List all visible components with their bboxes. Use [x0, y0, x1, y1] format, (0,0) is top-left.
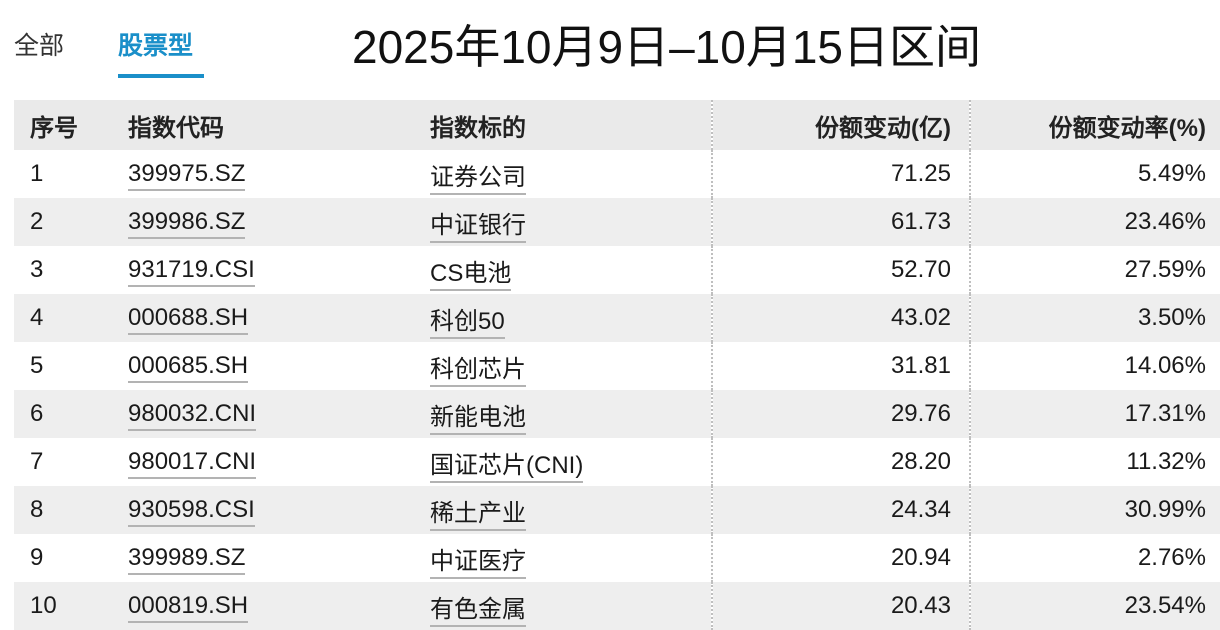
cell-share-change-rate: 2.76%	[1137, 544, 1206, 571]
header-share-change-rate[interactable]: 份额变动率(%)	[1048, 114, 1206, 142]
page-title: 2025年10月9日–10月15日区间	[352, 21, 981, 73]
cell-share-change: 71.25	[712, 150, 971, 198]
cell-index-target: 中证医疗	[414, 534, 713, 582]
cell-index-target-link[interactable]: 国证芯片(CNI)	[430, 451, 584, 483]
cell-index-target-link[interactable]: 稀土产业	[430, 499, 526, 531]
cell-index-code-link[interactable]: 000819.SH	[128, 592, 249, 623]
cell-index-code: 931719.CSI	[112, 246, 414, 294]
cell-index-target: 科创50	[414, 294, 713, 342]
cell-index-target-link[interactable]: 有色金属	[430, 595, 526, 627]
table-body: 1 399975.SZ 证券公司 71.25 5.49% 2 399986.SZ 中证银行 61…	[14, 150, 1220, 630]
cell-index-target: 科创芯片	[414, 342, 713, 390]
cell-rank: 9	[30, 544, 44, 571]
cell-rank: 3	[30, 256, 44, 283]
table-header: 序号 指数代码 指数标的 份额变动(亿) 份额变动率(%)	[14, 100, 1220, 150]
cell-index-code-link[interactable]: 000688.SH	[128, 304, 249, 335]
header-index-code: 指数代码	[128, 114, 224, 142]
cell-share-change-rate: 27.59%	[1124, 256, 1206, 283]
cell-index-code-link[interactable]: 930598.CSI	[128, 496, 255, 527]
table-row: 7 980017.CNI 国证芯片(CNI) 28.20 11.32%	[14, 438, 1220, 486]
cell-index-code: 399989.SZ	[112, 534, 414, 582]
header-row: 序号 指数代码 指数标的 份额变动(亿) 份额变动率(%)	[14, 100, 1220, 150]
cell-share-change-rate: 23.46%	[1124, 208, 1206, 235]
cell-rank: 5	[30, 352, 44, 379]
cell-index-target-link[interactable]: 科创芯片	[430, 355, 526, 387]
cell-rank: 8	[30, 496, 44, 523]
cell-index-target: 稀土产业	[414, 486, 713, 534]
cell-index-code-link[interactable]: 980017.CNI	[128, 448, 257, 479]
cell-share-change-rate: 11.32%	[1126, 448, 1206, 475]
tab-stock-type[interactable]: 股票型	[118, 32, 194, 60]
cell-share-change: 28.20	[712, 438, 971, 486]
cell-share-change-rate: 23.54%	[1124, 592, 1206, 619]
cell-index-code: 980017.CNI	[112, 438, 414, 486]
cell-share-change-rate: 17.31%	[1124, 400, 1206, 427]
cell-index-code: 930598.CSI	[112, 486, 414, 534]
cell-share-change: 20.43	[712, 582, 971, 630]
cell-index-code-link[interactable]: 000685.SH	[128, 352, 249, 383]
cell-share-change-rate: 5.49%	[1137, 160, 1206, 187]
cell-index-code: 000688.SH	[112, 294, 414, 342]
cell-index-target-link[interactable]: 证券公司	[430, 163, 526, 195]
cell-index-target-link[interactable]: 科创50	[430, 307, 505, 339]
header-share-change[interactable]: 份额变动(亿)	[712, 100, 971, 150]
cell-share-change: 31.81	[712, 342, 971, 390]
cell-index-target: 国证芯片(CNI)	[414, 438, 713, 486]
cell-index-target: 中证银行	[414, 198, 713, 246]
cell-index-target-link[interactable]: CS电池	[430, 259, 512, 291]
cell-index-target-link[interactable]: 中证医疗	[430, 547, 526, 579]
cell-rank: 7	[30, 448, 44, 475]
etf-share-change-table: 序号 指数代码 指数标的 份额变动(亿) 份额变动率(%) 1 399975.SZ…	[14, 100, 1220, 630]
tab-all[interactable]: 全部	[14, 32, 65, 60]
table-row: 5 000685.SH 科创芯片 31.81 14.06%	[14, 342, 1220, 390]
cell-share-change: 24.34	[712, 486, 971, 534]
cell-share-change-rate: 30.99%	[1124, 496, 1206, 523]
cell-share-change: 61.73	[712, 198, 971, 246]
cell-index-target: 证券公司	[414, 150, 713, 198]
cell-rank: 1	[30, 160, 44, 187]
cell-rank: 2	[30, 208, 44, 235]
cell-index-code-link[interactable]: 399989.SZ	[128, 544, 246, 575]
cell-share-change: 20.94	[712, 534, 971, 582]
table-row: 3 931719.CSI CS电池 52.70 27.59%	[14, 246, 1220, 294]
cell-rank: 10	[30, 592, 57, 619]
cell-share-change-rate: 3.50%	[1137, 304, 1206, 331]
cell-index-code: 000685.SH	[112, 342, 414, 390]
cell-index-code: 000819.SH	[112, 582, 414, 630]
top-bar: 全部 股票型 2025年10月9日–10月15日区间	[0, 0, 1220, 98]
header-rank: 序号	[30, 114, 78, 142]
table-row: 4 000688.SH 科创50 43.02 3.50%	[14, 294, 1220, 342]
cell-index-code: 399975.SZ	[112, 150, 414, 198]
data-table: 序号 指数代码 指数标的 份额变动(亿) 份额变动率(%) 1 399975.SZ…	[14, 100, 1220, 630]
active-tab-indicator	[118, 74, 204, 78]
table-row: 1 399975.SZ 证券公司 71.25 5.49%	[14, 150, 1220, 198]
cell-index-code-link[interactable]: 931719.CSI	[128, 256, 255, 287]
table-row: 9 399989.SZ 中证医疗 20.94 2.76%	[14, 534, 1220, 582]
table-row: 8 930598.CSI 稀土产业 24.34 30.99%	[14, 486, 1220, 534]
cell-index-code: 399986.SZ	[112, 198, 414, 246]
cell-share-change: 29.76	[712, 390, 971, 438]
cell-rank: 4	[30, 304, 44, 331]
cell-index-target-link[interactable]: 中证银行	[430, 211, 526, 243]
cell-index-target: 新能电池	[414, 390, 713, 438]
cell-share-change: 52.70	[712, 246, 971, 294]
cell-share-change-rate: 14.06%	[1124, 352, 1206, 379]
cell-index-code: 980032.CNI	[112, 390, 414, 438]
cell-share-change: 43.02	[712, 294, 971, 342]
table-row: 10 000819.SH 有色金属 20.43 23.54%	[14, 582, 1220, 630]
cell-index-target: CS电池	[414, 246, 713, 294]
cell-index-target-link[interactable]: 新能电池	[430, 403, 526, 435]
cell-index-code-link[interactable]: 399975.SZ	[128, 160, 246, 191]
cell-rank: 6	[30, 400, 44, 427]
table-row: 6 980032.CNI 新能电池 29.76 17.31%	[14, 390, 1220, 438]
table-row: 2 399986.SZ 中证银行 61.73 23.46%	[14, 198, 1220, 246]
cell-index-code-link[interactable]: 399986.SZ	[128, 208, 246, 239]
cell-index-target: 有色金属	[414, 582, 713, 630]
header-index-target: 指数标的	[414, 100, 713, 150]
cell-index-code-link[interactable]: 980032.CNI	[128, 400, 257, 431]
